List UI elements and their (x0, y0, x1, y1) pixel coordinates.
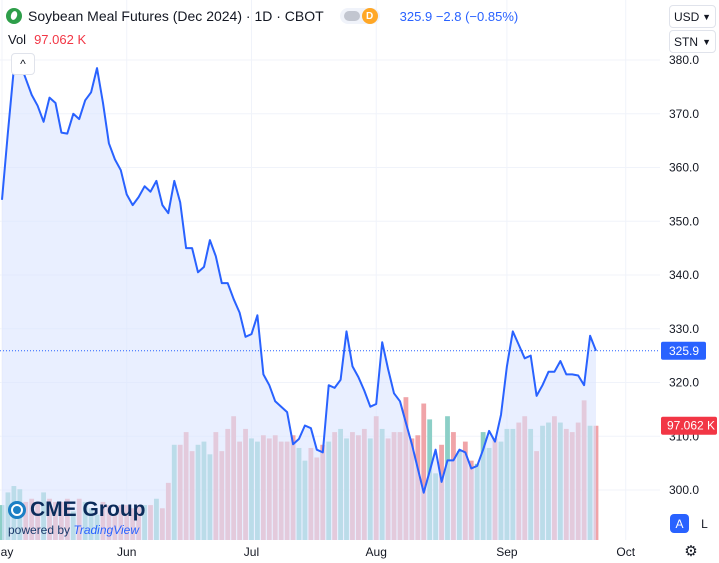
tradingview-text: TradingView (73, 523, 139, 537)
price-tick-label: 370.0 (669, 107, 699, 121)
last-volume-label-bg (661, 416, 717, 435)
price-axis: 380.0370.0360.0350.0340.0330.0320.0310.0… (669, 53, 699, 497)
cme-tradingview-logo[interactable]: CME Group powered by TradingView (8, 498, 146, 537)
price-line (1, 61, 597, 494)
volume-label: Vol (8, 32, 27, 47)
powered-by: powered by TradingView (8, 523, 146, 537)
log-scale-button[interactable]: L (695, 514, 714, 533)
cme-brand-text: CME Group (30, 498, 146, 521)
price-change-quote: 325.9 −2.8 (−0.85%) (399, 8, 519, 24)
soybean-icon (6, 8, 22, 24)
time-tick-label: Sep (496, 545, 518, 559)
delayed-badge: D (361, 8, 378, 24)
price-tick-label: 360.0 (669, 161, 699, 175)
time-tick-label: Oct (616, 545, 635, 559)
volume-legend: Vol 97.062 K (8, 32, 86, 47)
last-price-label-bg (661, 341, 706, 360)
price-tick-label: 340.0 (669, 268, 699, 282)
chevron-up-icon: ^ (20, 57, 26, 71)
cme-brand: CME Group (8, 498, 146, 522)
volume-value: 97.062 K (34, 32, 87, 47)
cme-globe-icon (8, 501, 26, 519)
settings-gear-icon[interactable]: ⚙ (684, 543, 698, 560)
currency-select[interactable]: USD ▼ (669, 5, 716, 28)
currency-value: USD (674, 9, 700, 24)
powered-by-text: powered by (8, 523, 71, 537)
time-tick-label: May (0, 545, 13, 559)
collapse-legend-button[interactable]: ^ (11, 53, 35, 75)
unit-value: STN (674, 34, 698, 49)
volume-bar (421, 403, 427, 540)
last-price-label: 325.9 (669, 344, 699, 358)
data-status-pill[interactable]: D (339, 8, 380, 24)
last-volume-label: 97.062 K (667, 419, 715, 433)
price-tick-label: 320.0 (669, 376, 699, 390)
unit-select[interactable]: STN ▼ (669, 30, 716, 53)
chevron-down-icon: ▼ (702, 12, 711, 22)
symbol-title[interactable]: Soybean Meal Futures (Dec 2024) · 1D · C… (28, 8, 324, 24)
chart-header: Soybean Meal Futures (Dec 2024) · 1D · C… (6, 6, 518, 26)
price-area-fill (2, 62, 596, 540)
chevron-down-icon: ▼ (702, 37, 711, 47)
price-tick-label: 380.0 (669, 53, 699, 67)
last-value-labels: 325.9 97.062 K (661, 341, 717, 435)
time-tick-label: Aug (366, 545, 387, 559)
status-dot-icon (343, 11, 360, 21)
auto-scale-button[interactable]: A (670, 514, 689, 533)
price-tick-label: 300.0 (669, 483, 699, 497)
time-tick-label: Jun (117, 545, 136, 559)
time-tick-label: Jul (244, 545, 259, 559)
price-tick-label: 350.0 (669, 214, 699, 228)
time-axis: May Jun Jul Aug Sep Oct (0, 545, 636, 559)
price-tick-label: 330.0 (669, 322, 699, 336)
